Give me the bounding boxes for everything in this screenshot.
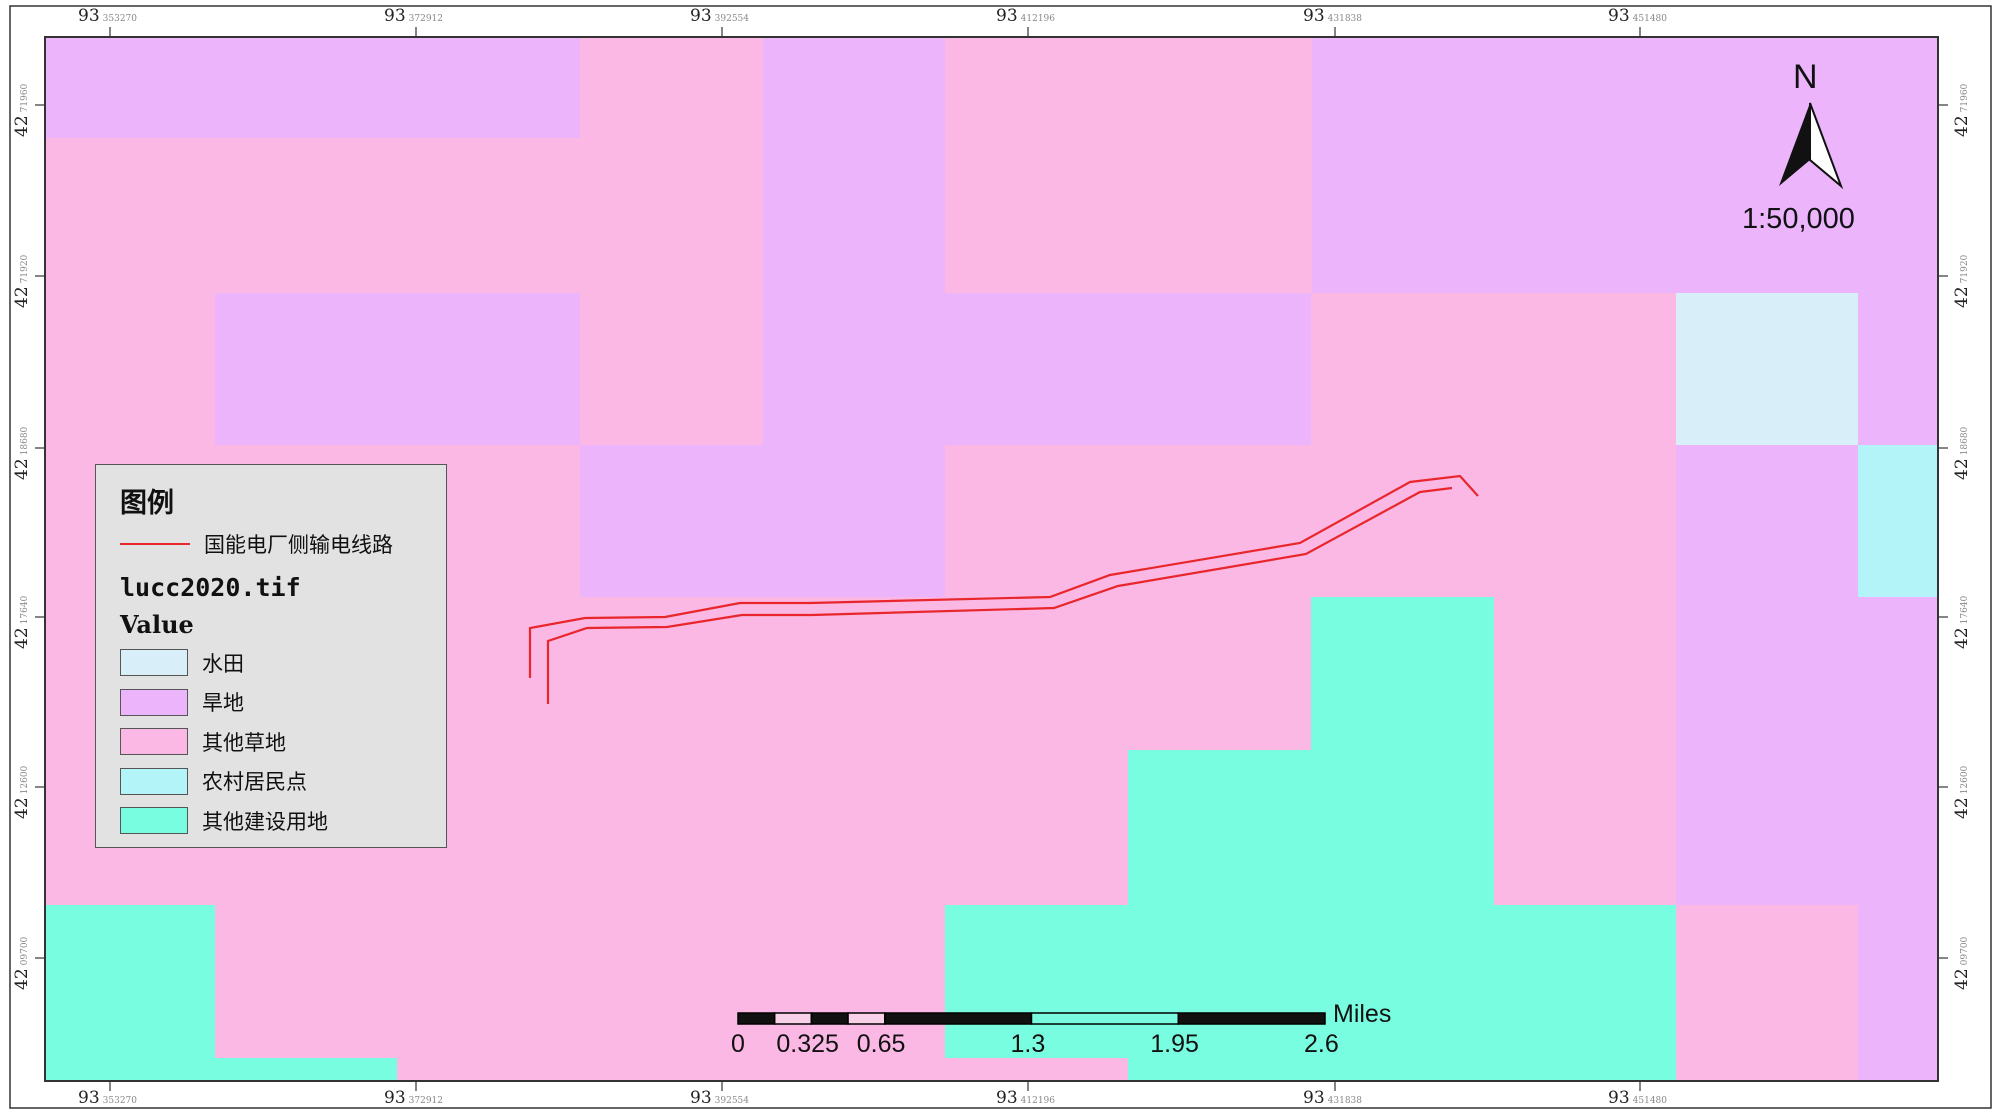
scale-bar-tick-label: 1.3 xyxy=(1010,1030,1046,1058)
left-latitude-label: 4271960 xyxy=(12,83,32,137)
legend-class-label: 水田 xyxy=(202,651,244,676)
legend-class-construction: 其他建设用地 xyxy=(120,801,328,841)
legend-class-paddy: 水田 xyxy=(120,643,328,683)
raster-cell xyxy=(763,293,1311,445)
legend-class-label: 其他建设用地 xyxy=(202,809,328,834)
top-longitude-label: 93 412196 xyxy=(996,6,1055,26)
scale-bar-segment xyxy=(737,1012,776,1025)
legend-swatch xyxy=(120,649,188,677)
north-label: N xyxy=(1793,58,1818,96)
legend-line-entry: 国能电厂侧输电线路 xyxy=(120,529,393,559)
legend-swatch xyxy=(120,807,188,835)
top-longitude-label: 93 353270 xyxy=(78,6,137,26)
raster-cell xyxy=(1311,597,1494,1081)
legend-class-grassland: 其他草地 xyxy=(120,722,328,762)
raster-cell xyxy=(1312,37,1938,293)
legend-title: 图例 xyxy=(120,488,174,519)
raster-cell xyxy=(580,445,945,597)
raster-cell xyxy=(1676,293,1858,445)
top-longitude-label: 93 392554 xyxy=(690,6,749,26)
scale-bar-segment xyxy=(1030,1012,1179,1025)
scale-bar-segment xyxy=(773,1012,813,1025)
right-latitude-label: 4209700 xyxy=(1952,936,1972,990)
bottom-longitude-label: 93 431838 xyxy=(1303,1088,1362,1108)
scale-bar-segment xyxy=(810,1012,849,1025)
raster-cell xyxy=(1676,445,1858,905)
legend-class-label: 旱地 xyxy=(202,691,244,716)
power-line[interactable] xyxy=(528,474,1479,704)
raster-cell xyxy=(1128,750,1311,1081)
left-latitude-label: 4212600 xyxy=(12,765,32,819)
right-latitude-label: 4271920 xyxy=(1952,254,1972,308)
scale-bar-tick-label: 1.95 xyxy=(1150,1030,1199,1058)
bottom-longitude-label: 93 412196 xyxy=(996,1088,1055,1108)
legend-class-label: 其他草地 xyxy=(202,730,286,755)
right-latitude-label: 4218680 xyxy=(1952,426,1972,480)
raster-cell xyxy=(215,293,580,445)
right-latitude-label: 4212600 xyxy=(1952,765,1972,819)
bottom-longitude-label: 93 372912 xyxy=(384,1088,443,1108)
legend-class-list: 水田 旱地 其他草地 农村居民点 其他建设用地 xyxy=(120,643,328,841)
graticule-ticks xyxy=(35,27,1948,1091)
scale-bar-tick-label: 0 xyxy=(731,1030,745,1058)
north-arrow-icon xyxy=(1779,102,1844,190)
bottom-longitude-label: 93 451480 xyxy=(1608,1088,1667,1108)
top-longitude-label: 93 451480 xyxy=(1608,6,1667,26)
legend-field-name: Value xyxy=(120,610,194,639)
left-latitude-label: 4218680 xyxy=(12,426,32,480)
left-latitude-label: 4209700 xyxy=(12,936,32,990)
right-latitude-label: 4217640 xyxy=(1952,595,1972,649)
raster-cell xyxy=(1858,445,1938,597)
raster-cell xyxy=(763,37,945,293)
scale-bar-unit: Miles xyxy=(1333,1000,1392,1028)
bottom-longitude-label: 93 353270 xyxy=(78,1088,137,1108)
raster-cell xyxy=(45,37,580,138)
raster-cell xyxy=(1494,905,1676,1081)
legend-line-label: 国能电厂侧输电线路 xyxy=(204,533,393,557)
legend-class-settlement: 农村居民点 xyxy=(120,762,328,802)
legend-swatch xyxy=(120,728,188,756)
legend-line-swatch xyxy=(120,543,190,545)
raster-cell xyxy=(1858,597,1938,1081)
top-longitude-label: 93 431838 xyxy=(1303,6,1362,26)
scale-bar-segment xyxy=(884,1012,1033,1025)
raster-cell xyxy=(1858,293,1938,445)
bottom-longitude-label: 93 392554 xyxy=(690,1088,749,1108)
legend-swatch xyxy=(120,767,188,795)
right-latitude-label: 4271960 xyxy=(1952,83,1972,137)
raster-cell xyxy=(215,1058,397,1081)
scale-ratio: 1:50,000 xyxy=(1742,203,1855,235)
scale-bar-segment xyxy=(1177,1012,1326,1025)
scale-bar-tick-label: 0.65 xyxy=(856,1030,906,1058)
scale-bar-tick-label: 0.325 xyxy=(776,1030,839,1058)
left-latitude-label: 4217640 xyxy=(12,595,32,649)
legend-layer-name: lucc2020.tif xyxy=(120,573,301,602)
top-longitude-label: 93 372912 xyxy=(384,6,443,26)
scale-bar xyxy=(737,1012,1326,1025)
map-neatline xyxy=(44,36,1939,1082)
legend-class-label: 农村居民点 xyxy=(202,770,307,795)
legend-class-dryland: 旱地 xyxy=(120,683,328,723)
raster-cell xyxy=(945,905,1128,1058)
raster-cell xyxy=(45,905,215,1081)
scale-bar-segment xyxy=(847,1012,886,1025)
left-latitude-label: 4271920 xyxy=(12,254,32,308)
legend-swatch xyxy=(120,688,188,716)
scale-bar-tick-label: 2.6 xyxy=(1304,1030,1339,1058)
legend[interactable]: 图例 国能电厂侧输电线路 lucc2020.tif Value 水田 旱地 其他… xyxy=(95,464,447,848)
land-use-raster xyxy=(45,37,1938,1081)
